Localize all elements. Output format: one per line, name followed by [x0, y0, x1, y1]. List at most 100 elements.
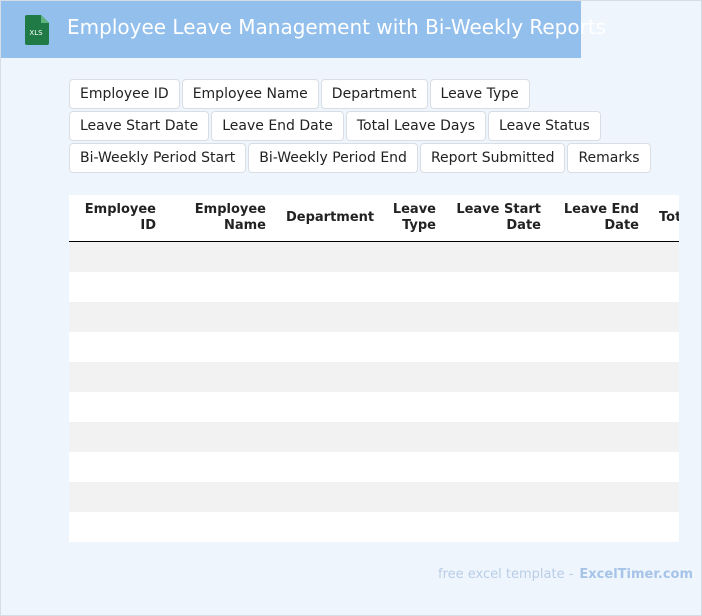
table-cell: [371, 392, 446, 422]
table-cell: [371, 241, 446, 272]
table-cell: [446, 332, 551, 362]
field-tag: Leave Start Date: [69, 111, 210, 141]
table-cell: [276, 272, 371, 302]
field-tag: Remarks: [567, 143, 651, 173]
table-container: Employee ID Employee Name Department Leave …: [69, 195, 679, 542]
table-cell: [276, 482, 371, 512]
table-cell: [371, 452, 446, 482]
table-cell: [371, 422, 446, 452]
table-cell: [371, 302, 446, 332]
table-cell: [371, 482, 446, 512]
column-header: Employee Name: [166, 195, 276, 242]
table-cell: [371, 272, 446, 302]
field-tag: Bi-Weekly Period End: [248, 143, 418, 173]
table-cell: [276, 241, 371, 272]
table-cell: [551, 392, 649, 422]
field-tag: Leave Type: [429, 79, 530, 109]
table-cell: [649, 272, 679, 302]
table-cell: [649, 512, 679, 542]
table-row: [69, 482, 679, 512]
field-list: Employee ID Employee Name Department Leave …: [69, 79, 659, 173]
table-cell: [649, 482, 679, 512]
table-cell: [69, 512, 166, 542]
table-cell: [69, 482, 166, 512]
table-cell: [371, 512, 446, 542]
column-header: Total Leave Days: [649, 195, 679, 242]
leave-table: Employee ID Employee Name Department Leave …: [69, 195, 679, 542]
table-cell: [166, 512, 276, 542]
table-cell: [446, 512, 551, 542]
table-cell: [649, 362, 679, 392]
page-title: Employee Leave Management with Bi-Weekly…: [67, 15, 607, 39]
table-cell: [276, 392, 371, 422]
table-cell: [166, 482, 276, 512]
table-cell: [551, 482, 649, 512]
table-cell: [649, 302, 679, 332]
table-cell: [166, 302, 276, 332]
table-cell: [551, 241, 649, 272]
field-tag: Bi-Weekly Period Start: [69, 143, 247, 173]
table-cell: [551, 422, 649, 452]
table-cell: [446, 302, 551, 332]
table-row: [69, 302, 679, 332]
table-cell: [69, 332, 166, 362]
column-header: Leave Start Date: [446, 195, 551, 242]
table-cell: [446, 482, 551, 512]
table-cell: [551, 362, 649, 392]
table-cell: [276, 362, 371, 392]
table-cell: [551, 512, 649, 542]
table-cell: [166, 452, 276, 482]
field-tag: Employee Name: [181, 79, 319, 109]
footer-link[interactable]: ExcelTimer.com: [579, 567, 694, 582]
table-row: [69, 452, 679, 482]
field-tag: Leave End Date: [211, 111, 344, 141]
table-cell: [446, 452, 551, 482]
table-cell: [446, 272, 551, 302]
table-cell: [276, 302, 371, 332]
table-cell: [166, 241, 276, 272]
table-cell: [69, 241, 166, 272]
table-cell: [649, 452, 679, 482]
field-tag: Employee ID: [69, 79, 180, 109]
xls-icon: XLS: [25, 15, 49, 45]
table-cell: [649, 422, 679, 452]
table-cell: [371, 362, 446, 392]
table-row: [69, 422, 679, 452]
table-row: [69, 272, 679, 302]
table-cell: [276, 422, 371, 452]
table-cell: [551, 452, 649, 482]
header-row: Employee ID Employee Name Department Leave …: [69, 195, 679, 242]
table-cell: [551, 332, 649, 362]
table-cell: [69, 392, 166, 422]
table-cell: [166, 392, 276, 422]
table-cell: [649, 241, 679, 272]
table-cell: [69, 362, 166, 392]
field-tag: Leave Status: [488, 111, 601, 141]
table-cell: [551, 272, 649, 302]
table-cell: [166, 422, 276, 452]
column-header: Leave End Date: [551, 195, 649, 242]
table-row: [69, 392, 679, 422]
table-cell: [551, 302, 649, 332]
field-tag: Department: [320, 79, 428, 109]
table-row: [69, 512, 679, 542]
table-row: [69, 362, 679, 392]
header-bar: XLS Employee Leave Management with Bi-We…: [1, 1, 606, 58]
table-cell: [446, 422, 551, 452]
table-cell: [446, 241, 551, 272]
table-cell: [69, 422, 166, 452]
table-cell: [649, 392, 679, 422]
table-cell: [166, 362, 276, 392]
table-cell: [446, 362, 551, 392]
table-cell: [166, 272, 276, 302]
footer: free excel template - ExcelTimer.com: [438, 567, 693, 582]
column-header: Leave Type: [371, 195, 446, 242]
table-cell: [649, 332, 679, 362]
column-header: Department: [276, 195, 374, 242]
icon-label: XLS: [29, 29, 43, 37]
footer-text: free excel template -: [438, 567, 574, 582]
table-cell: [69, 302, 166, 332]
table-cell: [276, 512, 371, 542]
table-cell: [276, 452, 371, 482]
